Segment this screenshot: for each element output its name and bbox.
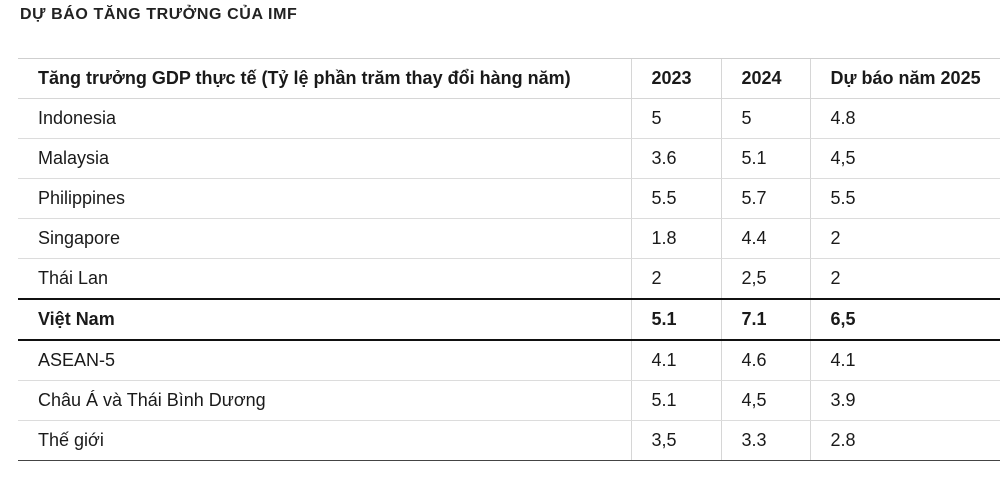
row-label: Indonesia bbox=[18, 98, 631, 139]
value-2024: 2,5 bbox=[720, 258, 810, 300]
value-2023: 2 bbox=[630, 258, 721, 300]
value-2025: 2 bbox=[809, 218, 1000, 259]
value-2023: 3.6 bbox=[630, 138, 721, 179]
value-2025: 5.5 bbox=[809, 178, 1000, 219]
value-2025: 3.9 bbox=[809, 380, 1000, 421]
value-2024: 5.7 bbox=[720, 178, 810, 219]
value-2023: 5 bbox=[630, 98, 721, 139]
row-label: Singapore bbox=[18, 218, 631, 259]
table-row-world: Thế giới 3,5 3.3 2.8 bbox=[18, 420, 1000, 461]
table-header-row: Tăng trưởng GDP thực tế (Tỷ lệ phần trăm… bbox=[18, 58, 1000, 99]
row-label: Philippines bbox=[18, 178, 631, 219]
value-2025: 2.8 bbox=[809, 420, 1000, 461]
value-2024: 3.3 bbox=[720, 420, 810, 461]
table-row-asia-pacific: Châu Á và Thái Bình Dương 5.1 4,5 3.9 bbox=[18, 380, 1000, 421]
row-label: Thế giới bbox=[18, 420, 631, 461]
value-2024: 5 bbox=[720, 98, 810, 139]
row-label: Malaysia bbox=[18, 138, 631, 179]
row-label: Châu Á và Thái Bình Dương bbox=[18, 380, 631, 421]
value-2025: 4.1 bbox=[809, 340, 1000, 381]
value-2023: 3,5 bbox=[630, 420, 721, 461]
value-2023: 4.1 bbox=[630, 340, 721, 381]
value-2023: 5.1 bbox=[630, 298, 721, 341]
row-label: Thái Lan bbox=[18, 258, 631, 300]
header-2024: 2024 bbox=[720, 58, 810, 99]
table-row-asean5: ASEAN-5 4.1 4.6 4.1 bbox=[18, 340, 1000, 381]
value-2025: 4.8 bbox=[809, 98, 1000, 139]
gdp-forecast-table: Tăng trưởng GDP thực tế (Tỷ lệ phần trăm… bbox=[18, 58, 1000, 461]
value-2025: 4,5 bbox=[809, 138, 1000, 179]
value-2025: 2 bbox=[809, 258, 1000, 300]
value-2024: 4.6 bbox=[720, 340, 810, 381]
value-2024: 5.1 bbox=[720, 138, 810, 179]
table-row-singapore: Singapore 1.8 4.4 2 bbox=[18, 218, 1000, 259]
value-2023: 5.5 bbox=[630, 178, 721, 219]
table-row-thailand: Thái Lan 2 2,5 2 bbox=[18, 258, 1000, 300]
table-row-indonesia: Indonesia 5 5 4.8 bbox=[18, 98, 1000, 139]
table-row-philippines: Philippines 5.5 5.7 5.5 bbox=[18, 178, 1000, 219]
row-label: Việt Nam bbox=[18, 298, 631, 341]
value-2025: 6,5 bbox=[809, 298, 1000, 341]
page-title: DỰ BÁO TĂNG TRƯỞNG CỦA IMF bbox=[20, 6, 298, 23]
value-2023: 1.8 bbox=[630, 218, 721, 259]
value-2024: 7.1 bbox=[720, 298, 810, 341]
value-2024: 4,5 bbox=[720, 380, 810, 421]
table-row-vietnam-highlighted: Việt Nam 5.1 7.1 6,5 bbox=[18, 298, 1000, 341]
header-2023: 2023 bbox=[630, 58, 721, 99]
table-row-malaysia: Malaysia 3.6 5.1 4,5 bbox=[18, 138, 1000, 179]
value-2024: 4.4 bbox=[720, 218, 810, 259]
value-2023: 5.1 bbox=[630, 380, 721, 421]
row-label: ASEAN-5 bbox=[18, 340, 631, 381]
header-forecast-2025: Dự báo năm 2025 bbox=[809, 58, 1000, 99]
header-indicator: Tăng trưởng GDP thực tế (Tỷ lệ phần trăm… bbox=[18, 58, 631, 99]
